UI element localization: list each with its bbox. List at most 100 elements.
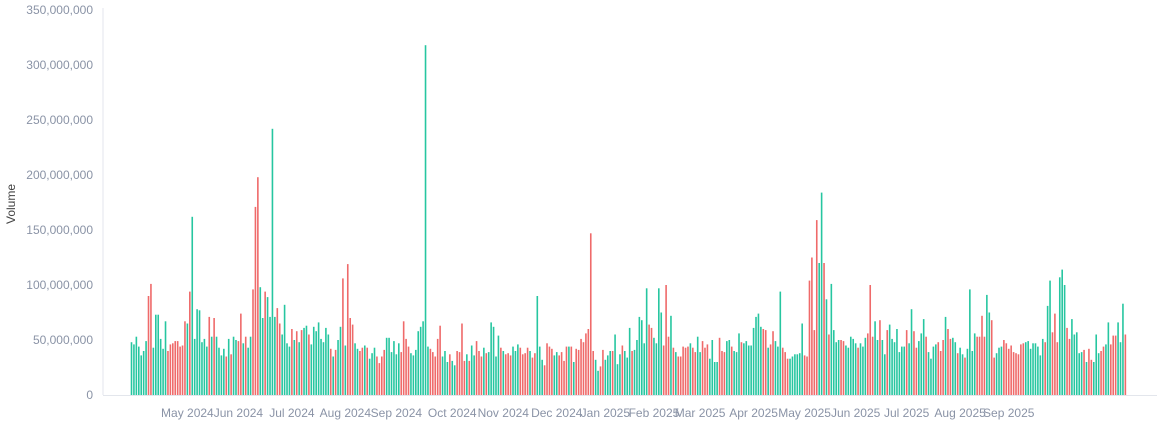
volume-bar — [225, 356, 228, 395]
volume-bar — [903, 346, 906, 395]
volume-bar — [288, 346, 291, 395]
volume-bar — [436, 338, 439, 395]
volume-bar — [497, 335, 500, 395]
volume-bar — [854, 343, 857, 395]
volume-bar — [643, 343, 646, 395]
volume-bar — [716, 362, 718, 395]
volume-bar — [825, 299, 828, 395]
volume-bar — [152, 347, 155, 395]
volume-bar — [976, 336, 978, 395]
volume-bar — [988, 312, 991, 395]
volume-bar — [434, 356, 437, 395]
volume-bar — [582, 342, 585, 395]
volume-bar — [684, 347, 687, 395]
volume-bar — [689, 343, 692, 395]
volume-bar — [747, 345, 750, 395]
volume-bar — [449, 354, 451, 395]
volume-bar — [551, 348, 553, 395]
volume-bar — [509, 355, 512, 395]
volume-bar — [210, 336, 213, 395]
volume-bar — [390, 352, 393, 395]
volume-bar — [777, 346, 779, 395]
volume-bar — [832, 330, 835, 395]
volume-bar — [196, 309, 198, 395]
volume-bar — [308, 334, 310, 395]
volume-bar — [786, 358, 789, 395]
volume-bar — [558, 355, 560, 395]
volume-bar — [711, 340, 714, 395]
volume-bar — [483, 347, 485, 395]
x-tick-label: Dec 2024 — [531, 406, 583, 420]
volume-bar — [312, 326, 315, 395]
volume-bar — [346, 264, 349, 395]
volume-bar — [193, 338, 196, 395]
volume-bar — [378, 363, 381, 395]
volume-bar — [755, 316, 757, 395]
volume-bar — [694, 352, 697, 395]
volume-bar — [266, 297, 269, 395]
volume-bar — [137, 346, 140, 395]
volume-bar — [327, 334, 330, 395]
volume-bar — [295, 331, 298, 395]
volume-bar — [223, 348, 225, 395]
volume-bar — [820, 192, 823, 395]
volume-bar — [191, 216, 194, 395]
volume-bar — [738, 333, 740, 395]
volume-bar — [468, 360, 471, 395]
volume-bar — [485, 353, 488, 395]
volume-bar — [665, 285, 667, 395]
volume-bar — [1054, 313, 1056, 395]
volume-bar — [781, 347, 784, 395]
volume-bar — [927, 352, 930, 395]
volume-bar — [480, 356, 483, 395]
volume-bar — [888, 324, 891, 395]
volume-bar — [745, 341, 748, 395]
volume-bar — [325, 327, 327, 395]
volume-bar — [407, 346, 410, 395]
volume-bar — [964, 357, 966, 395]
volume-bar — [658, 288, 660, 395]
volume-bar — [602, 349, 604, 395]
volume-bar — [560, 352, 563, 395]
volume-bar — [840, 340, 842, 395]
volume-bar — [1114, 335, 1117, 395]
volume-bar — [293, 340, 296, 395]
volume-bar — [631, 351, 633, 395]
volume-bar — [227, 338, 230, 395]
volume-bar — [879, 320, 881, 395]
volume-bar — [837, 340, 840, 395]
volume-bar — [521, 354, 524, 395]
volume-bar — [662, 345, 665, 395]
volume-bar — [628, 327, 631, 395]
volume-bar — [709, 358, 711, 395]
volume-bar — [772, 331, 774, 395]
volume-bar — [1097, 353, 1100, 395]
volume-bar — [597, 370, 599, 395]
volume-bar — [811, 257, 813, 395]
volume-bar — [555, 352, 558, 395]
volume-bar — [155, 314, 157, 395]
volume-bar — [667, 336, 670, 395]
volume-bar — [1061, 269, 1063, 395]
volume-bar — [925, 336, 927, 395]
volume-bar — [1100, 351, 1102, 395]
volume-bar — [553, 355, 556, 395]
volume-bar — [1017, 354, 1020, 395]
volume-bar — [920, 333, 923, 395]
volume-bar — [310, 344, 313, 395]
volume-bar — [565, 346, 568, 395]
volume-bar — [249, 336, 252, 395]
volume-bar — [1058, 277, 1061, 395]
volume-bar — [470, 345, 473, 395]
x-tick-label: Nov 2024 — [478, 406, 530, 420]
volume-bar — [495, 356, 497, 395]
volume-bar — [1107, 322, 1110, 395]
volume-bar — [424, 45, 427, 395]
volume-bar — [512, 346, 514, 395]
volume-bar — [162, 348, 164, 395]
volume-bar — [830, 283, 833, 395]
volume-bar — [261, 318, 264, 395]
volume-bar — [291, 329, 293, 395]
volume-bar — [1112, 335, 1115, 395]
volume-bar — [760, 326, 762, 395]
